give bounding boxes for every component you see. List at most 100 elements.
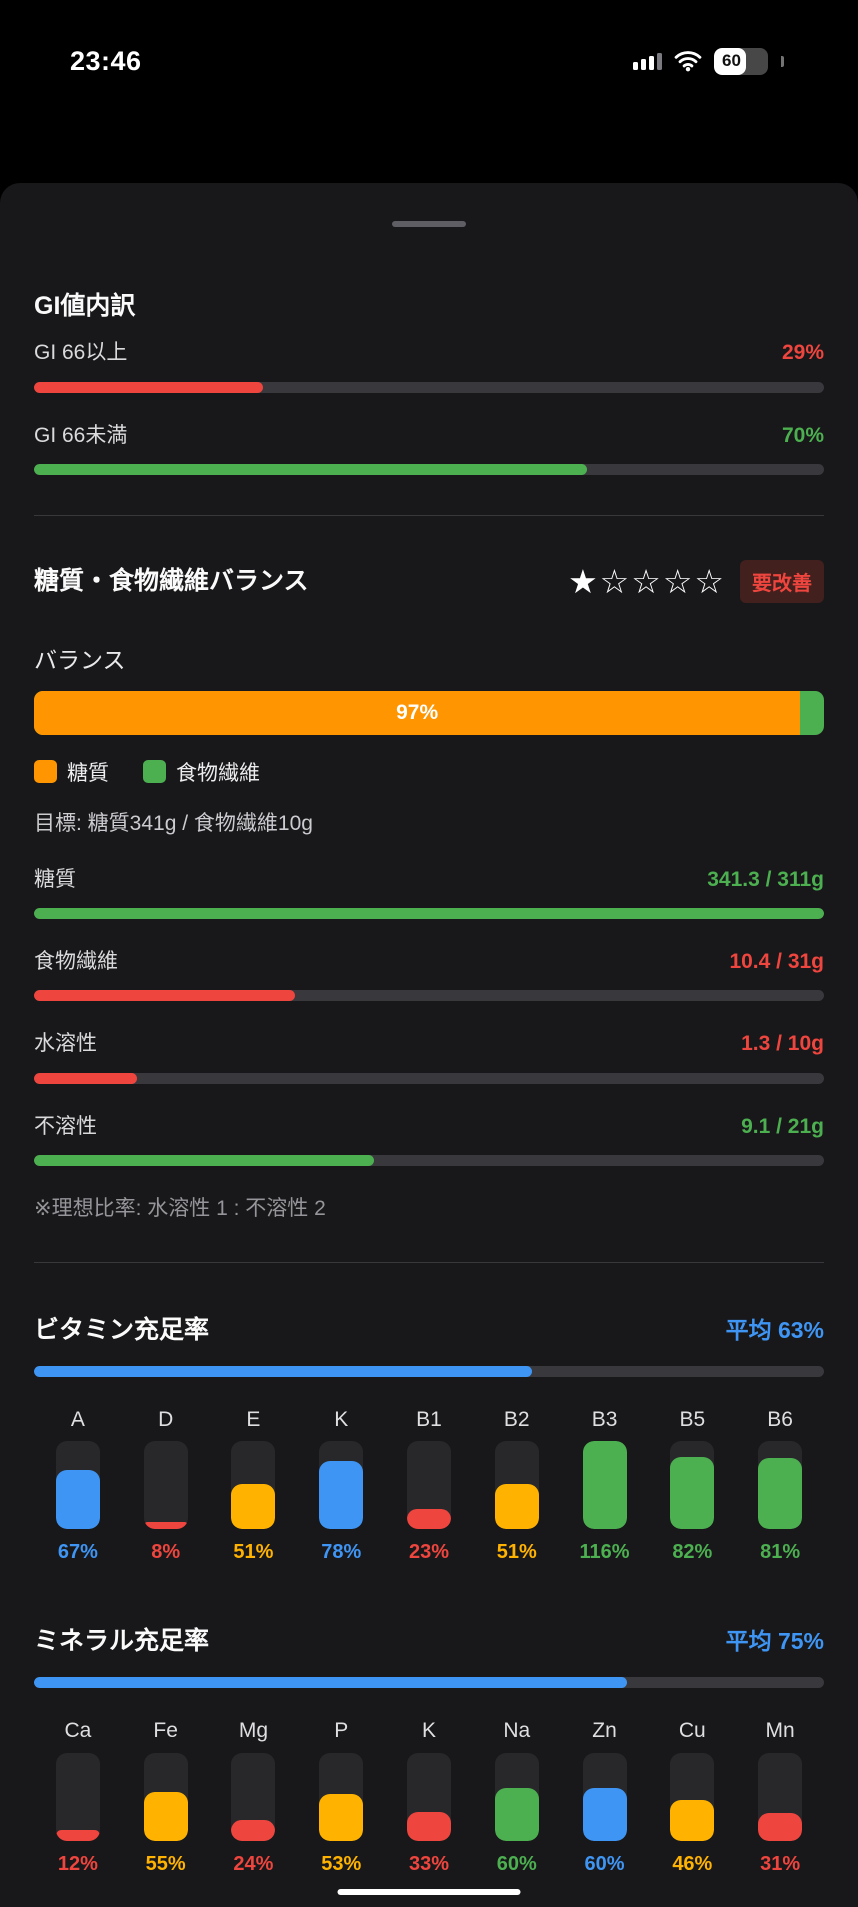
stat-row-header: GI 66未満 70%	[34, 423, 824, 449]
mineral-bar-track	[55, 1752, 100, 1841]
vitamin-bar-fill	[670, 1457, 715, 1530]
mineral-average: 平均 75%	[725, 1628, 824, 1655]
vitamin-name: B5	[679, 1408, 706, 1431]
mineral-bar-fill	[406, 1811, 451, 1841]
mineral-name: Mg	[238, 1719, 269, 1743]
mineral-grid: Ca 12% Fe 55%	[34, 1718, 824, 1875]
mineral-average-track	[34, 1677, 824, 1689]
vitamin-name: D	[158, 1408, 174, 1431]
progress-fill	[34, 381, 264, 393]
mineral-item: K 33%	[385, 1718, 473, 1875]
vitamin-item: B6 81%	[736, 1407, 824, 1564]
vitamin-percent: 23%	[408, 1541, 449, 1564]
nutrient-stat-row: 食物繊維 10.4 / 31g	[34, 949, 824, 1002]
ratio-note: ※理想比率: 水溶性 1 : 不溶性 2	[34, 1196, 326, 1220]
stat-row-header: 食物繊維 10.4 / 31g	[34, 949, 824, 975]
vitamin-section-header: ビタミン充足率 平均 63%	[34, 1311, 824, 1346]
stat-value: 341.3 / 311g	[707, 867, 824, 891]
legend-label: 食物繊維	[176, 761, 260, 785]
nutrient-stat-row: 不溶性 9.1 / 21g	[34, 1114, 824, 1166]
mineral-item: Cu 46%	[648, 1718, 736, 1875]
status-icons: 60	[633, 47, 784, 75]
battery-level: 60	[722, 51, 741, 70]
mineral-percent: 60%	[496, 1852, 537, 1875]
progress-fill	[34, 1072, 137, 1084]
balance-bar-value: 97%	[396, 700, 439, 724]
vitamin-average-fill	[34, 1366, 532, 1377]
legend-item: 食物繊維	[143, 757, 260, 787]
stat-value: 70%	[781, 423, 824, 447]
vitamin-name: B3	[591, 1408, 618, 1431]
vitamin-average-track	[34, 1366, 824, 1377]
stat-row-header: 糖質 341.3 / 311g	[34, 867, 824, 893]
legend-swatch-icon	[143, 760, 166, 784]
vitamin-bar-fill	[758, 1457, 803, 1530]
stat-row-header: 不溶性 9.1 / 21g	[34, 1114, 824, 1140]
progress-track	[34, 463, 824, 475]
mineral-name: K	[421, 1719, 436, 1743]
section-divider	[34, 1261, 824, 1263]
mineral-average-fill	[34, 1677, 627, 1689]
vitamin-bar-track	[143, 1441, 188, 1530]
vitamin-bar-fill	[143, 1522, 188, 1530]
mineral-name: Na	[503, 1719, 531, 1743]
legend-label: 糖質	[67, 761, 109, 785]
mineral-item: Zn 60%	[561, 1718, 649, 1875]
battery-fill	[714, 47, 747, 75]
stat-row-header: 水溶性 1.3 / 10g	[34, 1031, 824, 1057]
progress-track	[34, 908, 824, 919]
nutrient-rows: 糖質 341.3 / 311g 食物繊維 10.4 / 31g	[34, 867, 824, 1166]
mineral-name: Fe	[153, 1719, 178, 1743]
target-note: 目標: 糖質341g / 食物繊維10g	[34, 811, 313, 835]
mineral-item: Mn 31%	[736, 1718, 824, 1875]
stat-label: 糖質	[34, 867, 76, 891]
mineral-bar-fill	[231, 1819, 276, 1841]
mineral-bar-fill	[494, 1787, 539, 1841]
mineral-item: Fe 55%	[122, 1718, 210, 1875]
balance-legend: 糖質 食物繊維	[34, 757, 824, 787]
mineral-bar-fill	[758, 1813, 803, 1841]
stat-label: 不溶性	[34, 1114, 97, 1138]
vitamin-bar-track	[231, 1441, 276, 1530]
vitamin-percent: 67%	[57, 1541, 98, 1564]
stat-label: 水溶性	[34, 1032, 97, 1056]
vitamin-bar-track	[55, 1441, 100, 1530]
vitamin-item: D 8%	[122, 1407, 210, 1564]
mineral-bar-fill	[670, 1800, 715, 1841]
stat-label: 食物繊維	[34, 950, 118, 973]
mineral-bar-track	[582, 1752, 627, 1841]
vitamin-name: B1	[416, 1408, 442, 1431]
vitamin-bar-fill	[55, 1470, 100, 1530]
stat-value: 1.3 / 10g	[741, 1032, 824, 1056]
home-indicator[interactable]	[337, 1889, 521, 1895]
progress-fill	[34, 908, 824, 919]
vitamin-item: K 78%	[297, 1407, 385, 1564]
status-bar: 23:46 60	[0, 0, 858, 100]
vitamin-bar-track	[670, 1441, 715, 1530]
vitamin-percent: 8%	[151, 1541, 181, 1564]
cellular-signal-icon	[633, 52, 662, 70]
sheet-content: GI値内訳 GI 66以上 29%	[0, 291, 858, 1876]
mineral-name: Mn	[765, 1719, 795, 1743]
vitamin-bar-track	[582, 1441, 627, 1530]
battery-icon: 60	[714, 47, 768, 75]
stat-row-header: GI 66以上 29%	[34, 340, 824, 366]
bottom-sheet[interactable]: GI値内訳 GI 66以上 29%	[0, 183, 858, 1907]
vitamin-name: B6	[767, 1408, 793, 1431]
vitamin-percent: 116%	[579, 1541, 630, 1564]
wifi-icon	[674, 51, 702, 72]
vitamin-name: B2	[503, 1408, 530, 1431]
vitamin-bar-track	[319, 1441, 364, 1530]
mineral-bar-track	[143, 1752, 188, 1841]
vitamin-name: E	[246, 1408, 261, 1431]
balance-bar-fill: 97%	[34, 690, 801, 735]
mineral-bar-track	[670, 1752, 715, 1841]
mineral-percent: 46%	[672, 1852, 713, 1875]
vitamin-average: 平均 63%	[725, 1316, 824, 1343]
legend-swatch-icon	[34, 760, 57, 784]
mineral-bar-fill	[55, 1830, 100, 1841]
section-divider	[34, 514, 824, 516]
sheet-grabber[interactable]	[392, 221, 466, 227]
vitamin-bar-fill	[582, 1441, 627, 1530]
mineral-percent: 33%	[408, 1852, 449, 1875]
